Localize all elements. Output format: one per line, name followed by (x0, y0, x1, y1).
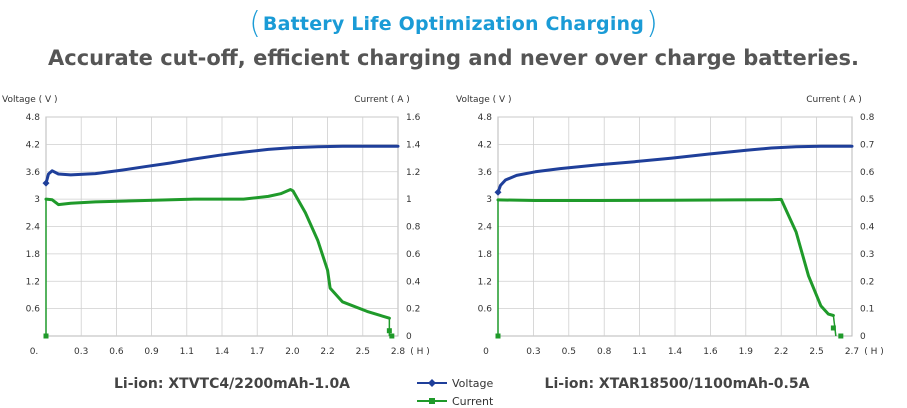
chart-left: 0.6 1.2 1.8 2.4 3 3.6 4.2 4.8 0 0.2 0.4 0.6 0.8 1 1.2 1… (2, 95, 430, 392)
legend-voltage-label: Voltage (452, 377, 493, 390)
voltage-point (42, 179, 50, 187)
chart-caption: Li-ion: XTAR18500/1100mAh-0.5A (545, 376, 810, 392)
right-bracket-icon: ) (646, 6, 658, 41)
y2-axis-title: Current ( A ) (354, 95, 410, 105)
x-tick-label: 1.1 (180, 347, 194, 357)
legend: Voltage Current (417, 377, 494, 408)
y-tick-label: 4.2 (478, 140, 492, 150)
x-tick-label: 2.0 (285, 347, 300, 357)
y-tick-label: 1.8 (478, 250, 493, 260)
x-unit-label: ( H ) (410, 347, 430, 357)
x-tick-label: 1.4 (215, 347, 230, 357)
y2-tick-label: 0.8 (860, 113, 875, 123)
y2-tick-label: 1.2 (406, 168, 420, 178)
x-tick-label: 0.3 (74, 347, 88, 357)
y2-tick-label: 0 (860, 332, 866, 342)
y2-tick-label: 0.4 (406, 277, 421, 287)
series-line-voltage (496, 144, 854, 194)
y2-tick-label: 0 (406, 332, 412, 342)
chart-caption: Li-ion: XTVTC4/2200mAh-1.0A (114, 376, 350, 392)
current-point (386, 328, 392, 334)
y-tick-label: 4.8 (478, 113, 493, 123)
page-title: Battery Life Optimization Charging (262, 12, 645, 35)
legend-current-square-icon (429, 398, 435, 404)
chart-right: 0.6 1.2 1.8 2.4 3 3.6 4.2 4.8 0 0.1 0.2 0.3 0.4 0.5 0.… (456, 95, 884, 392)
y-tick-label: 2.4 (26, 223, 41, 233)
y2-tick-label: 0.2 (406, 305, 420, 315)
x-tick-label: 0 (483, 347, 489, 357)
x-tick-label: 1.7 (250, 347, 264, 357)
y-tick-label: 3.6 (478, 168, 493, 178)
x-tick-label: 1.4 (668, 347, 683, 357)
x-tick-label: 0. (30, 347, 39, 357)
y-tick-label: 4.2 (26, 140, 40, 150)
y-axis-title: Voltage ( V ) (2, 95, 58, 105)
y2-tick-label: 0.3 (860, 250, 874, 260)
current-point (838, 333, 844, 339)
x-unit-label: ( H ) (864, 347, 884, 357)
y-tick-label: 0.6 (26, 305, 41, 315)
y2-tick-label: 0.1 (860, 305, 874, 315)
x-tick-label: 2.5 (356, 347, 370, 357)
y-tick-label: 1.2 (26, 277, 40, 287)
x-tick-label: 2.7 (845, 347, 859, 357)
x-tick-label: 2.2 (774, 347, 788, 357)
series-line-voltage (44, 144, 400, 185)
x-tick-label: 0.9 (144, 347, 159, 357)
x-tick-label: 0.3 (526, 347, 540, 357)
current-point (830, 325, 836, 331)
y2-axis-title: Current ( A ) (806, 95, 862, 105)
x-tick-label: 0.8 (597, 347, 612, 357)
y2-tick-label: 1.6 (406, 113, 421, 123)
current-point (389, 333, 395, 339)
y2-tick-label: 1 (406, 195, 412, 205)
legend-current-label: Current (452, 395, 494, 408)
page-subtitle: Accurate cut-off, efficient charging and… (48, 46, 859, 70)
series-line-current (496, 197, 835, 317)
y-tick-label: 0.6 (478, 305, 493, 315)
x-tick-label: 1.1 (632, 347, 646, 357)
y2-tick-label: 0.2 (860, 277, 874, 287)
y2-tick-label: 0.8 (406, 223, 421, 233)
legend-voltage-diamond-icon (428, 379, 436, 387)
voltage-point (494, 188, 502, 196)
y-tick-label: 3 (486, 195, 492, 205)
title-bar: (Battery Life Optimization Charging) (0, 6, 907, 41)
x-tick-label: 1.6 (703, 347, 718, 357)
y-tick-label: 1.8 (26, 250, 41, 260)
x-tick-label: 0.6 (109, 347, 124, 357)
y2-tick-label: 0.6 (406, 250, 421, 260)
y2-tick-label: 0.4 (860, 223, 875, 233)
x-tick-label: 2.8 (391, 347, 406, 357)
y-tick-label: 2.4 (478, 223, 493, 233)
x-tick-label: 0.5 (562, 347, 576, 357)
left-bracket-icon: ( (249, 6, 261, 41)
y-axis-title: Voltage ( V ) (456, 95, 512, 105)
y-tick-label: 3 (34, 195, 40, 205)
y-tick-label: 1.2 (478, 277, 492, 287)
y-tick-label: 3.6 (26, 168, 41, 178)
y-tick-label: 4.8 (26, 113, 41, 123)
y2-tick-label: 0.5 (860, 195, 874, 205)
y2-tick-label: 1.4 (406, 140, 421, 150)
x-tick-label: 2.5 (809, 347, 823, 357)
y2-tick-label: 0.6 (860, 168, 875, 178)
x-tick-label: 1.9 (739, 347, 754, 357)
y2-tick-label: 0.7 (860, 140, 874, 150)
x-tick-label: 2.2 (320, 347, 334, 357)
series-line-current (44, 188, 391, 320)
